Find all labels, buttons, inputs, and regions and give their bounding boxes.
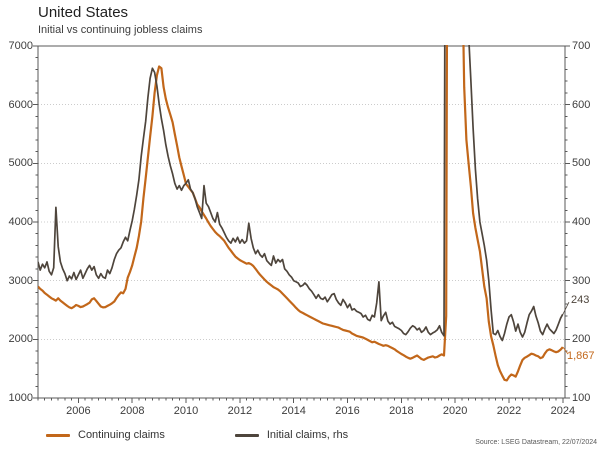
right-axis-tick-label: 300 (572, 274, 591, 287)
x-axis-tick-label: 2022 (496, 405, 522, 417)
legend-item-continuing-claims: Continuing claims (46, 429, 165, 441)
right-axis-tick-label: 400 (572, 216, 591, 228)
x-axis-tick-label: 2016 (335, 405, 360, 417)
legend-label-initial-claims: Initial claims, rhs (266, 429, 349, 441)
right-axis-tick-label: 700 (572, 40, 591, 52)
legend-item-initial-claims: Initial claims, rhs (234, 429, 349, 441)
x-axis-tick-label: 2020 (442, 405, 468, 417)
left-axis-tick-label: 3000 (8, 274, 33, 287)
continuing-claims-end-label: 1,867 (567, 350, 595, 363)
legend: Continuing claims Initial claims, rhs (46, 429, 348, 441)
x-axis-tick-label: 2012 (227, 405, 253, 417)
left-axis-tick-label: 4000 (8, 216, 33, 228)
x-axis-tick-label: 2008 (119, 405, 145, 417)
left-axis-tick-label: 1000 (8, 392, 33, 404)
x-axis-tick-label: 2014 (281, 405, 306, 417)
initial-claims-end-label: 243 (571, 294, 590, 307)
x-axis-tick-label: 2006 (66, 405, 91, 417)
chart-title: United States (38, 4, 129, 21)
left-axis-tick-label: 6000 (8, 98, 33, 111)
x-axis-tick-label: 2018 (389, 405, 414, 417)
right-axis-tick-label: 600 (572, 98, 591, 111)
source-note: Source: LSEG Datastream, 22/07/2024 (475, 439, 597, 446)
left-axis-tick-label: 7000 (8, 40, 33, 52)
continuing-claims-swatch (46, 433, 70, 437)
x-axis-tick-label: 2010 (173, 405, 199, 417)
left-axis-tick-label: 2000 (8, 333, 33, 346)
right-axis-tick-label: 500 (572, 157, 591, 170)
right-axis-tick-label: 100 (572, 392, 591, 404)
legend-label-continuing-claims: Continuing claims (78, 429, 165, 441)
right-axis-tick-label: 200 (572, 333, 591, 346)
chart-subtitle: Initial vs continuing jobless claims (38, 24, 203, 36)
left-axis-tick-label: 5000 (8, 157, 33, 170)
x-axis-tick-label: 2024 (550, 405, 576, 417)
initial-claims-swatch (234, 433, 259, 437)
